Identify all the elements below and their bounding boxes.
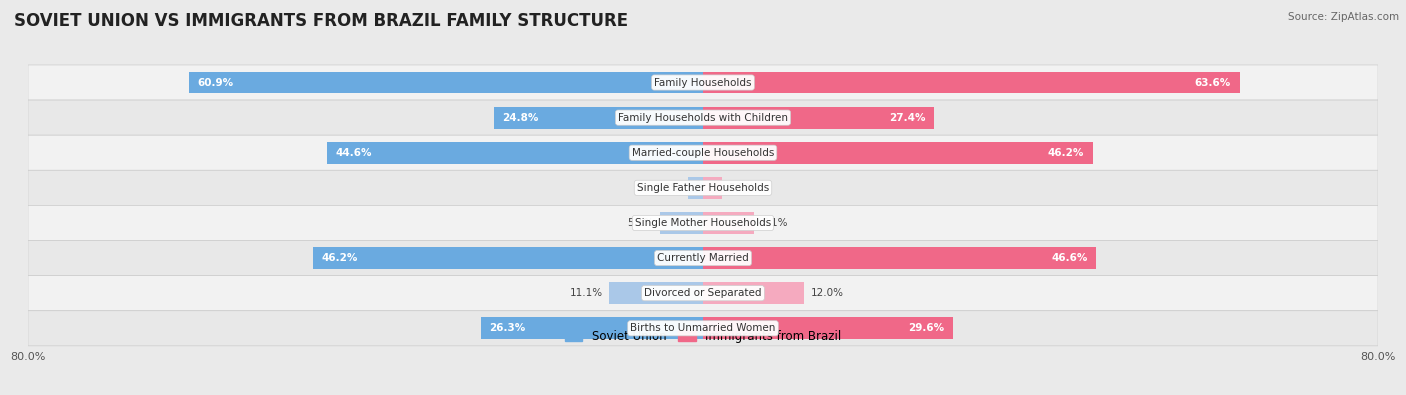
Bar — [609, 282, 703, 304]
Bar — [703, 247, 1097, 269]
Text: Family Households: Family Households — [654, 77, 752, 88]
Text: 27.4%: 27.4% — [889, 113, 925, 122]
FancyBboxPatch shape — [28, 241, 1378, 276]
Legend: Soviet Union, Immigrants from Brazil: Soviet Union, Immigrants from Brazil — [560, 325, 846, 347]
Bar — [494, 107, 703, 128]
Text: Currently Married: Currently Married — [657, 253, 749, 263]
Text: 6.1%: 6.1% — [761, 218, 787, 228]
Bar — [703, 318, 953, 339]
Text: 1.8%: 1.8% — [655, 183, 681, 193]
Text: 44.6%: 44.6% — [335, 148, 371, 158]
Text: 29.6%: 29.6% — [908, 323, 945, 333]
Bar — [703, 177, 721, 199]
Bar — [703, 212, 755, 234]
FancyBboxPatch shape — [28, 205, 1378, 241]
Bar — [326, 142, 703, 164]
FancyBboxPatch shape — [28, 100, 1378, 135]
Text: Source: ZipAtlas.com: Source: ZipAtlas.com — [1288, 12, 1399, 22]
Text: 46.2%: 46.2% — [1047, 148, 1084, 158]
Bar — [659, 212, 703, 234]
Text: 26.3%: 26.3% — [489, 323, 526, 333]
Bar — [703, 282, 804, 304]
Text: 46.6%: 46.6% — [1052, 253, 1088, 263]
Text: Single Mother Households: Single Mother Households — [636, 218, 770, 228]
Bar — [703, 107, 934, 128]
Text: Family Households with Children: Family Households with Children — [619, 113, 787, 122]
Text: SOVIET UNION VS IMMIGRANTS FROM BRAZIL FAMILY STRUCTURE: SOVIET UNION VS IMMIGRANTS FROM BRAZIL F… — [14, 12, 628, 30]
Text: 5.1%: 5.1% — [627, 218, 654, 228]
Text: Divorced or Separated: Divorced or Separated — [644, 288, 762, 298]
FancyBboxPatch shape — [28, 311, 1378, 346]
FancyBboxPatch shape — [28, 65, 1378, 100]
Bar — [688, 177, 703, 199]
FancyBboxPatch shape — [28, 135, 1378, 170]
Text: 63.6%: 63.6% — [1195, 77, 1232, 88]
Text: Single Father Households: Single Father Households — [637, 183, 769, 193]
FancyBboxPatch shape — [28, 276, 1378, 311]
Text: Births to Unmarried Women: Births to Unmarried Women — [630, 323, 776, 333]
Bar — [703, 142, 1092, 164]
Bar — [703, 71, 1240, 93]
Bar — [481, 318, 703, 339]
Bar — [190, 71, 703, 93]
Text: 60.9%: 60.9% — [198, 77, 233, 88]
Text: 24.8%: 24.8% — [502, 113, 538, 122]
Text: 11.1%: 11.1% — [569, 288, 603, 298]
Bar — [314, 247, 703, 269]
FancyBboxPatch shape — [28, 170, 1378, 205]
Text: Married-couple Households: Married-couple Households — [631, 148, 775, 158]
Text: 12.0%: 12.0% — [811, 288, 844, 298]
Text: 46.2%: 46.2% — [322, 253, 359, 263]
Text: 2.2%: 2.2% — [728, 183, 755, 193]
